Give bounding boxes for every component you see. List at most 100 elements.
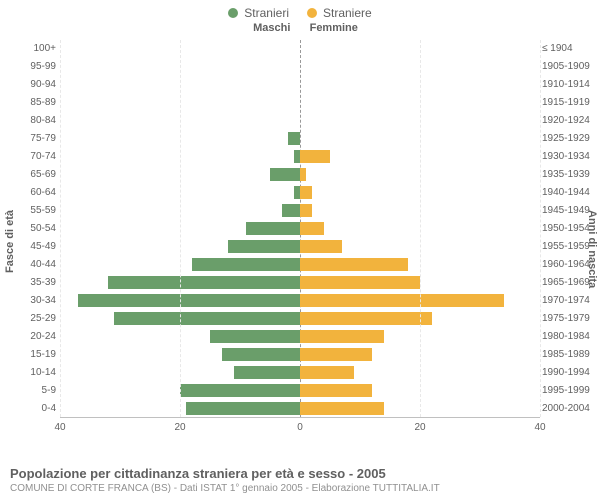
age-label: 50-54	[12, 220, 56, 238]
age-label: 95-99	[12, 58, 56, 76]
pyramid-row: 20-241980-1984	[60, 328, 540, 346]
pyramid-row: 65-691935-1939	[60, 166, 540, 184]
chart-title: Popolazione per cittadinanza straniera p…	[10, 466, 590, 481]
header-female: Femmine	[310, 22, 358, 34]
birth-year-label: 1930-1934	[542, 148, 598, 166]
male-swatch	[228, 8, 238, 18]
age-label: 0-4	[12, 400, 56, 418]
bar-male	[288, 132, 300, 145]
bar-female	[300, 366, 354, 379]
pyramid-row: 10-141990-1994	[60, 364, 540, 382]
grid-line	[180, 40, 181, 417]
bar-male	[108, 276, 300, 289]
age-label: 20-24	[12, 328, 56, 346]
x-axis-tick: 40	[534, 422, 545, 433]
age-label: 35-39	[12, 274, 56, 292]
bar-female	[300, 330, 384, 343]
age-label: 85-89	[12, 94, 56, 112]
pyramid-row: 60-641940-1944	[60, 184, 540, 202]
pyramid-row: 35-391965-1969	[60, 274, 540, 292]
pyramid-row: 75-791925-1929	[60, 130, 540, 148]
column-headers: Maschi Femmine	[60, 22, 540, 40]
bar-male	[114, 312, 300, 325]
birth-year-label: 1955-1959	[542, 238, 598, 256]
age-label: 45-49	[12, 238, 56, 256]
birth-year-label: 1960-1964	[542, 256, 598, 274]
pyramid-row: 85-891915-1919	[60, 94, 540, 112]
bar-male	[228, 240, 300, 253]
chart-footer: Popolazione per cittadinanza straniera p…	[10, 466, 590, 494]
age-label: 30-34	[12, 292, 56, 310]
birth-year-label: 1975-1979	[542, 310, 598, 328]
grid-line	[540, 40, 541, 417]
bar-male	[192, 258, 300, 271]
bar-male	[210, 330, 300, 343]
age-label: 5-9	[12, 382, 56, 400]
legend-item-female: Straniere	[307, 6, 372, 20]
age-label: 70-74	[12, 148, 56, 166]
x-axis-tick: 20	[174, 422, 185, 433]
chart-subtitle: COMUNE DI CORTE FRANCA (BS) - Dati ISTAT…	[10, 483, 590, 494]
age-label: 80-84	[12, 112, 56, 130]
bar-rows-container: 100+≤ 190495-991905-190990-941910-191485…	[60, 40, 540, 417]
birth-year-label: 2000-2004	[542, 400, 598, 418]
birth-year-label: 1905-1909	[542, 58, 598, 76]
age-label: 15-19	[12, 346, 56, 364]
bar-male	[222, 348, 300, 361]
birth-year-label: 1985-1989	[542, 346, 598, 364]
pyramid-row: 30-341970-1974	[60, 292, 540, 310]
bar-male	[246, 222, 300, 235]
age-label: 40-44	[12, 256, 56, 274]
bar-female	[300, 312, 432, 325]
bar-female	[300, 186, 312, 199]
birth-year-label: 1950-1954	[542, 220, 598, 238]
birth-year-label: 1925-1929	[542, 130, 598, 148]
pyramid-row: 45-491955-1959	[60, 238, 540, 256]
bar-male	[180, 384, 300, 397]
birth-year-label: ≤ 1904	[542, 40, 598, 58]
bar-female	[300, 348, 372, 361]
header-male: Maschi	[253, 22, 290, 34]
female-swatch	[307, 8, 317, 18]
x-axis: 402002040	[60, 418, 540, 438]
age-label: 10-14	[12, 364, 56, 382]
bar-male	[78, 294, 300, 307]
legend: Stranieri Straniere	[0, 0, 600, 20]
legend-label-male: Stranieri	[244, 6, 289, 20]
birth-year-label: 1915-1919	[542, 94, 598, 112]
bar-female	[300, 258, 408, 271]
plot-area: 100+≤ 190495-991905-190990-941910-191485…	[60, 40, 540, 418]
age-label: 55-59	[12, 202, 56, 220]
age-label: 60-64	[12, 184, 56, 202]
age-label: 25-29	[12, 310, 56, 328]
birth-year-label: 1920-1924	[542, 112, 598, 130]
birth-year-label: 1970-1974	[542, 292, 598, 310]
bar-female	[300, 204, 312, 217]
pyramid-row: 90-941910-1914	[60, 76, 540, 94]
grid-line	[60, 40, 61, 417]
age-label: 65-69	[12, 166, 56, 184]
bar-female	[300, 222, 324, 235]
birth-year-label: 1995-1999	[542, 382, 598, 400]
birth-year-label: 1935-1939	[542, 166, 598, 184]
age-label: 75-79	[12, 130, 56, 148]
pyramid-row: 100+≤ 1904	[60, 40, 540, 58]
birth-year-label: 1990-1994	[542, 364, 598, 382]
pyramid-row: 0-42000-2004	[60, 400, 540, 418]
bar-female	[300, 240, 342, 253]
population-pyramid-chart: Stranieri Straniere Maschi Femmine Fasce…	[0, 0, 600, 500]
x-axis-tick: 20	[414, 422, 425, 433]
pyramid-row: 5-91995-1999	[60, 382, 540, 400]
pyramid-row: 50-541950-1954	[60, 220, 540, 238]
bar-male	[234, 366, 300, 379]
pyramid-row: 80-841920-1924	[60, 112, 540, 130]
birth-year-label: 1945-1949	[542, 202, 598, 220]
legend-label-female: Straniere	[323, 6, 372, 20]
bar-female	[300, 150, 330, 163]
age-label: 100+	[12, 40, 56, 58]
birth-year-label: 1965-1969	[542, 274, 598, 292]
bar-female	[300, 276, 420, 289]
bar-male	[186, 402, 300, 415]
birth-year-label: 1940-1944	[542, 184, 598, 202]
pyramid-row: 15-191985-1989	[60, 346, 540, 364]
